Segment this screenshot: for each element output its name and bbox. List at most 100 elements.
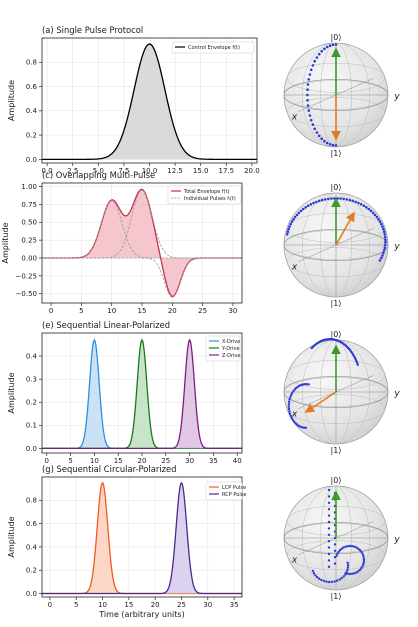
trajectory-point bbox=[331, 43, 335, 47]
y-tick-label: 0.0 bbox=[26, 445, 37, 453]
trajectory-point bbox=[306, 88, 309, 91]
bloch-sphere-2: |0⟩ |1⟩ x y bbox=[283, 330, 400, 455]
legend-label: Z-Drive bbox=[222, 353, 240, 359]
trajectory-point bbox=[340, 547, 343, 550]
trajectory-point bbox=[306, 204, 310, 207]
trajectory-point bbox=[362, 204, 366, 207]
x-tick-label: 17.5 bbox=[218, 167, 234, 175]
x-tick-label: 10.0 bbox=[142, 167, 158, 175]
x-tick-label: 7.5 bbox=[118, 167, 129, 175]
trajectory-point bbox=[327, 508, 331, 511]
trajectory-point bbox=[302, 207, 305, 211]
trajectory-point bbox=[323, 198, 327, 201]
trajectory-point bbox=[375, 215, 379, 219]
trajectory-point bbox=[325, 580, 328, 583]
trajectory-point bbox=[351, 572, 354, 575]
final-state-vector bbox=[304, 391, 337, 413]
trajectory-point bbox=[327, 488, 331, 492]
y-tick-label: 0.00 bbox=[21, 254, 37, 262]
trajectory-point bbox=[320, 50, 324, 53]
trajectory-point bbox=[308, 73, 312, 76]
trajectory-point bbox=[380, 222, 383, 226]
trajectory-point bbox=[354, 200, 357, 204]
x-tick-label: 0 bbox=[45, 457, 49, 465]
trajectory-point bbox=[315, 131, 319, 134]
legend-label: RCP Pulse bbox=[222, 492, 247, 498]
chart-title: (e) Sequential Linear-Polarized bbox=[42, 320, 170, 330]
series-1-fill bbox=[42, 339, 242, 449]
trajectory-point bbox=[330, 197, 333, 200]
trajectory-point bbox=[381, 225, 384, 228]
trajectory-point bbox=[357, 547, 360, 550]
trajectory-point bbox=[339, 197, 342, 200]
legend-box bbox=[171, 41, 255, 54]
trajectory-point bbox=[360, 567, 363, 570]
y-axis-letter: y bbox=[393, 242, 400, 252]
trajectory-point bbox=[315, 56, 319, 59]
ket-one-label: |1⟩ bbox=[331, 149, 342, 158]
trajectory-point bbox=[287, 227, 290, 231]
bloch-sphere-0: |0⟩ |1⟩ x y bbox=[283, 33, 400, 158]
trajectory-point bbox=[333, 549, 337, 552]
trajectory-point bbox=[355, 546, 358, 549]
trajectory-point bbox=[289, 222, 293, 226]
ket-zero-label: |0⟩ bbox=[331, 330, 342, 339]
series-0-line bbox=[42, 43, 257, 161]
x-axis-letter: x bbox=[291, 113, 298, 123]
trajectory-point bbox=[367, 207, 371, 211]
trajectory-point bbox=[340, 576, 343, 580]
trajectory-point bbox=[318, 199, 321, 203]
x-tick-label: 20 bbox=[168, 307, 177, 315]
trajectory-point bbox=[290, 220, 294, 223]
trajectory-point bbox=[334, 43, 338, 46]
trajectory-point bbox=[286, 230, 290, 233]
series-2-line bbox=[42, 338, 242, 450]
trajectory-point bbox=[313, 59, 317, 63]
x-tick-label: 35 bbox=[209, 457, 218, 465]
trajectory-point bbox=[287, 400, 291, 404]
trajectory-point bbox=[317, 134, 321, 138]
legend-label: Total Envelope f(t) bbox=[183, 189, 230, 195]
y-axis-label: Amplitude bbox=[1, 222, 10, 263]
trajectory-point bbox=[325, 45, 329, 49]
trajectory-point bbox=[342, 575, 345, 578]
trajectory-point bbox=[382, 227, 385, 231]
trajectory-point bbox=[315, 200, 318, 204]
trajectory-point bbox=[307, 109, 311, 112]
trajectory-point bbox=[381, 254, 384, 257]
trajectory-point bbox=[327, 552, 331, 556]
series-2-fill bbox=[42, 339, 242, 449]
trajectory-point bbox=[303, 383, 307, 386]
y-axis-letter: y bbox=[393, 389, 400, 399]
trajectory-point bbox=[382, 249, 386, 252]
trajectory-point bbox=[312, 201, 315, 205]
trajectory-point bbox=[357, 570, 360, 573]
x-axis-letter: x bbox=[291, 263, 298, 273]
x-tick-label: 5 bbox=[74, 601, 78, 609]
legend: Control Envelope f(t) bbox=[171, 41, 255, 54]
trajectory-point bbox=[304, 206, 308, 209]
x-tick-label: 20 bbox=[151, 601, 160, 609]
trajectory-point bbox=[287, 407, 291, 411]
trajectory-point bbox=[309, 118, 313, 122]
y-tick-label: 1.00 bbox=[21, 183, 37, 191]
y-tick-label: 0.2 bbox=[26, 399, 37, 407]
trajectory-point bbox=[348, 544, 352, 548]
trajectory-point bbox=[287, 405, 290, 408]
trajectory-point bbox=[325, 141, 329, 145]
x-tick-label: 5 bbox=[79, 307, 83, 315]
trajectory-point bbox=[311, 569, 315, 573]
y-axis-letter: y bbox=[393, 92, 400, 102]
bloch-sphere-1: |0⟩ |1⟩ x y bbox=[283, 183, 400, 308]
trajectory-point bbox=[289, 414, 292, 418]
trajectory-point bbox=[288, 225, 291, 228]
y-axis-label: Amplitude bbox=[7, 372, 16, 413]
x-tick-label: 20.0 bbox=[244, 167, 260, 175]
trajectory-point bbox=[301, 426, 304, 429]
y-tick-label: 0.0 bbox=[26, 156, 37, 164]
x-tick-label: 40 bbox=[233, 457, 242, 465]
trajectory-point bbox=[307, 78, 311, 81]
trajectory-point bbox=[382, 251, 385, 255]
chart-title: (g) Sequential Circular-Polarized bbox=[42, 464, 177, 474]
trajectory-point bbox=[311, 64, 315, 67]
